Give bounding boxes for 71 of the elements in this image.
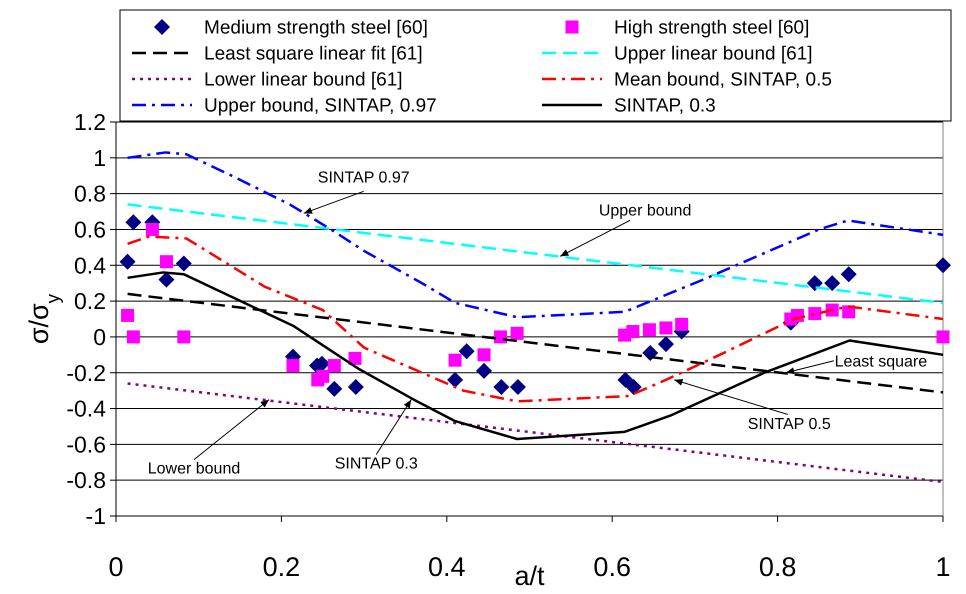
y-tick-label: 0.4	[74, 252, 106, 278]
point	[510, 326, 524, 340]
point	[808, 307, 822, 320]
point	[659, 321, 672, 334]
x-tick-label: 0.2	[262, 552, 300, 582]
legend-label: Upper linear bound [61]	[614, 44, 813, 65]
point	[448, 354, 462, 367]
point	[642, 323, 656, 336]
point	[494, 330, 508, 344]
x-tick-label: 1	[935, 552, 951, 582]
point	[316, 370, 330, 383]
point	[936, 330, 950, 344]
legend-label: Medium strength steel [60]	[204, 18, 428, 39]
point	[160, 255, 173, 268]
legend-label: Least square linear fit [61]	[204, 44, 423, 65]
point	[658, 336, 674, 352]
y-tick-label: -0.4	[66, 396, 106, 422]
annotation: Least square	[834, 354, 928, 371]
legend-label: High strength steel [60]	[614, 18, 810, 39]
point	[824, 275, 840, 292]
point	[806, 275, 823, 292]
point	[348, 352, 362, 365]
annotation: SINTAP 0.3	[334, 456, 418, 473]
y-tick-label: -0.6	[66, 431, 106, 458]
legend-label: Upper bound, SINTAP, 0.97	[204, 96, 437, 117]
point	[510, 379, 526, 396]
y-tick-label: 0.8	[74, 180, 106, 207]
point	[626, 325, 640, 338]
point	[348, 379, 364, 396]
point	[125, 214, 142, 230]
line-series	[126, 151, 944, 318]
y-tick-label: -0.8	[66, 467, 106, 494]
annotation: SINTAP 0.5	[748, 416, 831, 433]
point	[286, 359, 300, 372]
point	[493, 379, 510, 396]
point	[158, 272, 174, 288]
x-tick-label: 0.8	[758, 552, 796, 582]
legend-label: Mean bound, SINTAP, 0.5	[614, 70, 832, 91]
point	[675, 318, 688, 331]
point	[840, 266, 857, 282]
point	[146, 222, 159, 236]
point	[176, 255, 192, 272]
y-tick-label: 0.2	[74, 288, 106, 314]
x-axis-title: a/t	[514, 561, 545, 591]
legend-label: Lower linear bound [61]	[204, 70, 403, 91]
point	[935, 257, 951, 274]
point	[458, 343, 475, 360]
point	[326, 380, 342, 397]
point	[626, 379, 642, 396]
annotation: Upper bound	[598, 202, 692, 220]
annotation: Lower bound	[148, 460, 240, 478]
x-tick-label: 0.4	[428, 552, 466, 582]
point	[447, 372, 464, 388]
y-tick-label: 1.2	[74, 109, 106, 136]
x-tick-label: 0.6	[593, 552, 631, 582]
point	[617, 372, 634, 388]
y-tick-label: -0.2	[66, 360, 106, 386]
point	[478, 348, 491, 362]
annotation: SINTAP 0.97	[318, 169, 410, 186]
point	[642, 345, 658, 362]
point	[120, 254, 136, 270]
y-tick-label: 0	[93, 324, 106, 350]
point	[177, 330, 190, 344]
y-tick-label: 1	[93, 144, 106, 171]
point	[476, 362, 492, 379]
legend-label: SINTAP, 0.3	[614, 96, 716, 117]
point	[121, 308, 134, 322]
y-tick-label: -1	[86, 503, 106, 530]
point	[126, 330, 140, 344]
y-tick-label: 0.6	[74, 216, 106, 243]
point	[328, 359, 341, 372]
